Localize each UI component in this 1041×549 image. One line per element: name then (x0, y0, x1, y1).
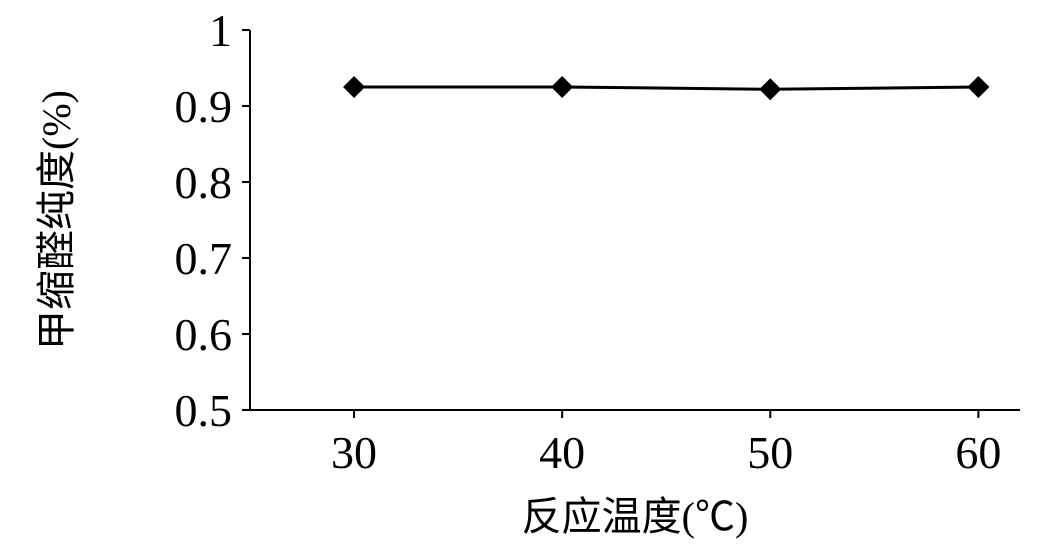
ytick-label: 0.5 (175, 385, 233, 436)
ytick-label: 0.9 (175, 81, 233, 132)
chart-container: 0.5 0.6 0.7 0.8 0.9 1 30 40 50 60 反应温度(℃) 甲缩醛纯度(%) (0, 0, 1041, 549)
xtick-label: 50 (747, 427, 793, 478)
ytick-label: 0.7 (175, 233, 233, 284)
xtick-label: 60 (955, 427, 1001, 478)
ytick-label: 1 (209, 5, 232, 56)
line-chart: 0.5 0.6 0.7 0.8 0.9 1 30 40 50 60 反应温度(℃) 甲缩醛纯度(%) (0, 0, 1041, 549)
xtick-label: 40 (539, 427, 585, 478)
y-axis-label: 甲缩醛纯度(%) (34, 90, 79, 350)
ytick-label: 0.6 (175, 309, 233, 360)
x-axis-label: 反应温度(℃) (522, 494, 749, 539)
ytick-label: 0.8 (175, 157, 233, 208)
xtick-label: 30 (331, 427, 377, 478)
